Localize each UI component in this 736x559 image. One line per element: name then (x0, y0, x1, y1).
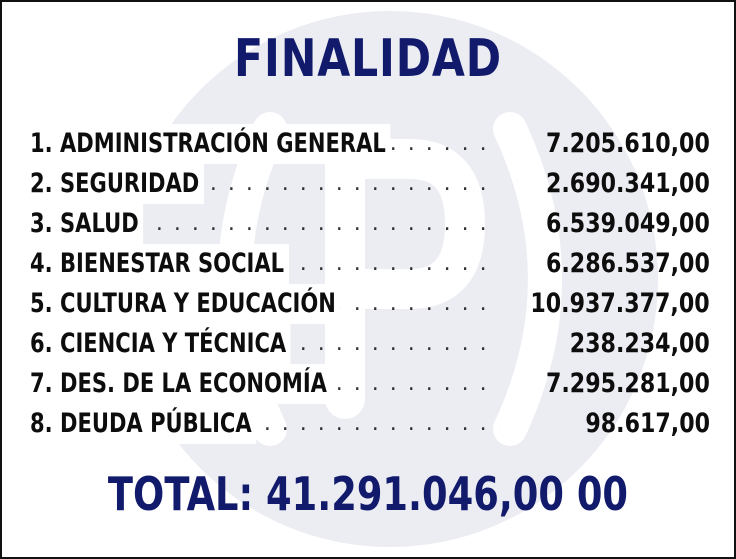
list-item: . . . . . . . . . . . . . . . . . . . . … (30, 404, 720, 444)
list-item: . . . . . . . . . . . . . . . . . . . . … (30, 124, 720, 164)
item-label: 2. SEGURIDAD (30, 164, 204, 204)
item-amount: 6.539.049,00 (546, 208, 710, 239)
page-title: FINALIDAD (234, 29, 502, 89)
item-label: 3. SALUD (30, 204, 144, 244)
item-label: 4. BIENESTAR SOCIAL (30, 244, 289, 284)
item-label: 5. CULTURA Y EDUCACIÓN (30, 284, 341, 324)
total-amount: TOTAL: 41.291.046,00 00 (107, 467, 629, 521)
list-item: . . . . . . . . . . . . . . . . . . . . … (30, 204, 720, 244)
list-item: . . . . . . . . . . . . . . . . . . . . … (30, 244, 720, 284)
list-item: . . . . . . . . . . . . . . . . . . . . … (30, 164, 720, 204)
item-label: 6. CIENCIA Y TÉCNICA (30, 324, 291, 364)
item-label: 1. ADMINISTRACIÓN GENERAL (30, 124, 391, 164)
item-amount: 10.937.377,00 (530, 288, 710, 319)
item-amount: 7.295.281,00 (546, 368, 710, 399)
item-label: 8. DEUDA PÚBLICA (30, 404, 257, 444)
item-label: 7. DES. DE LA ECONOMÍA (30, 364, 332, 404)
list-item: . . . . . . . . . . . . . . . . . . . . … (30, 324, 720, 364)
item-amount: 98.617,00 (585, 408, 710, 439)
list-item: . . . . . . . . . . . . . . . . . . . . … (30, 284, 720, 324)
item-amount: 7.205.610,00 (546, 128, 710, 159)
item-amount: 238.234,00 (569, 328, 710, 359)
finalidad-list: . . . . . . . . . . . . . . . . . . . . … (30, 124, 720, 444)
item-amount: 2.690.341,00 (546, 168, 710, 199)
list-item: . . . . . . . . . . . . . . . . . . . . … (30, 364, 720, 404)
item-amount: 6.286.537,00 (546, 248, 710, 279)
